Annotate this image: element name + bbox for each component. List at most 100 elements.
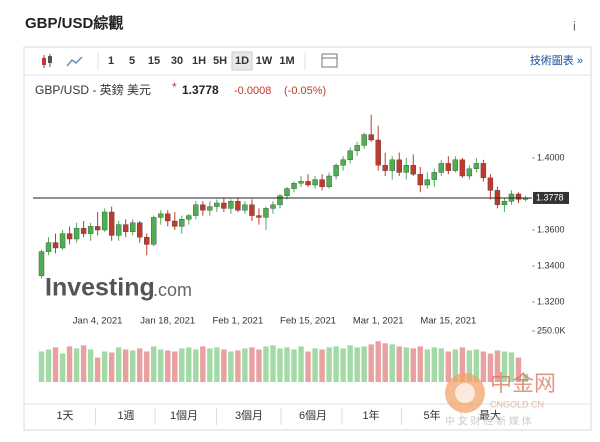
candle-body (73, 227, 80, 240)
candle-body (347, 150, 353, 161)
interval-button[interactable]: 5 (129, 55, 135, 67)
instrument-name: GBP/USD - 英鎊 美元 (35, 82, 151, 97)
technical-chart-link[interactable]: 技術圖表 » (530, 53, 583, 67)
candle-body (137, 222, 143, 238)
candle-body (480, 163, 487, 178)
volume-bar (122, 349, 129, 382)
volume-bar (487, 353, 494, 382)
candle-body (284, 188, 290, 197)
last-price: 1.3778 (182, 83, 219, 97)
volume-bar (38, 351, 45, 382)
volume-bar (172, 351, 178, 382)
volume-bar (214, 347, 220, 382)
volume-bar (361, 346, 367, 382)
interval-button[interactable]: 30 (171, 55, 183, 67)
interval-button[interactable]: 1D (235, 55, 249, 67)
volume-bar (417, 346, 423, 382)
volume-bar (73, 348, 80, 382)
line-icon[interactable] (66, 56, 83, 67)
candle-body (375, 139, 381, 166)
volume-bar (228, 351, 234, 382)
volume-bar (87, 349, 94, 382)
candle-body (277, 195, 283, 206)
volume-bar (340, 348, 346, 382)
volume-bar (333, 346, 339, 382)
candle-body (249, 204, 255, 216)
range-button[interactable]: 5年 (423, 408, 440, 422)
candle-body (410, 164, 416, 175)
y-tick-label: 1.3200 (537, 296, 565, 306)
candle-icon[interactable] (42, 54, 52, 68)
candle-body (151, 217, 157, 245)
volume-bar (403, 347, 409, 382)
volume-bar (80, 345, 87, 382)
volume-bar (94, 357, 101, 382)
x-tick-label: Feb 15, 2021 (280, 316, 336, 327)
candle-body (108, 211, 115, 236)
range-button[interactable]: 1年 (362, 408, 379, 422)
candle-body (445, 163, 452, 171)
volume-bar (501, 351, 508, 382)
volume-bar (312, 348, 318, 382)
x-tick-label: Mar 15, 2021 (420, 316, 476, 327)
range-button[interactable]: 1週 (117, 409, 134, 422)
interval-button[interactable]: 15 (148, 55, 160, 67)
volume-bar (59, 353, 66, 382)
volume-bar (284, 347, 290, 382)
range-button[interactable]: 1個月 (170, 409, 198, 422)
candle-body (129, 222, 136, 233)
interval-button[interactable]: 5H (213, 55, 227, 67)
range-button[interactable]: 3個月 (235, 409, 263, 422)
candle-body (319, 179, 325, 188)
candle-body (452, 159, 459, 171)
volume-bar (158, 349, 164, 382)
candle-body (396, 159, 402, 173)
candle-body (333, 164, 339, 177)
candle-body (193, 204, 199, 216)
range-button[interactable]: 1天 (56, 410, 73, 422)
volume-bar (144, 351, 150, 382)
volume-bar (179, 348, 185, 382)
interval-button[interactable]: 1M (279, 55, 294, 67)
volume-bar (277, 348, 283, 382)
watermark: Investing (45, 274, 155, 302)
volume-bar (151, 346, 157, 382)
volume-bar (522, 373, 529, 382)
volume-bar (52, 347, 59, 382)
volume-bar (480, 351, 487, 382)
candle-body (270, 204, 276, 209)
candle-body (144, 236, 150, 245)
candle-body (235, 200, 241, 211)
range-button[interactable]: 6個月 (299, 409, 327, 422)
volume-bar (438, 348, 445, 382)
volume-bar (319, 349, 325, 382)
interval-active (231, 51, 253, 71)
candle-body (66, 233, 73, 240)
info-icon[interactable]: i (573, 18, 576, 33)
candle-body (94, 226, 101, 231)
candle-body (45, 242, 52, 252)
candle-body (424, 179, 430, 186)
candle-body (515, 193, 522, 200)
interval-button[interactable]: 1 (108, 55, 114, 67)
candle-body (228, 200, 234, 209)
candle-body (326, 175, 332, 188)
volume-bar (396, 346, 402, 382)
interval-button[interactable]: 1W (256, 55, 273, 67)
range-button[interactable]: 最大 (479, 408, 501, 422)
x-tick-label: Feb 1, 2021 (213, 316, 264, 327)
volume-bar (45, 349, 52, 382)
volume-bar (108, 352, 115, 382)
volume-bar (270, 345, 276, 382)
volume-bar (494, 350, 501, 382)
volume-bar (200, 346, 206, 382)
candle-body (207, 206, 213, 211)
volume-bar (445, 351, 452, 382)
interval-button[interactable]: 1H (192, 55, 206, 67)
star: * (172, 80, 177, 94)
settings-icon[interactable] (321, 53, 338, 68)
candle-body (52, 242, 59, 249)
candle-body (389, 159, 395, 171)
candle-body (115, 224, 122, 236)
